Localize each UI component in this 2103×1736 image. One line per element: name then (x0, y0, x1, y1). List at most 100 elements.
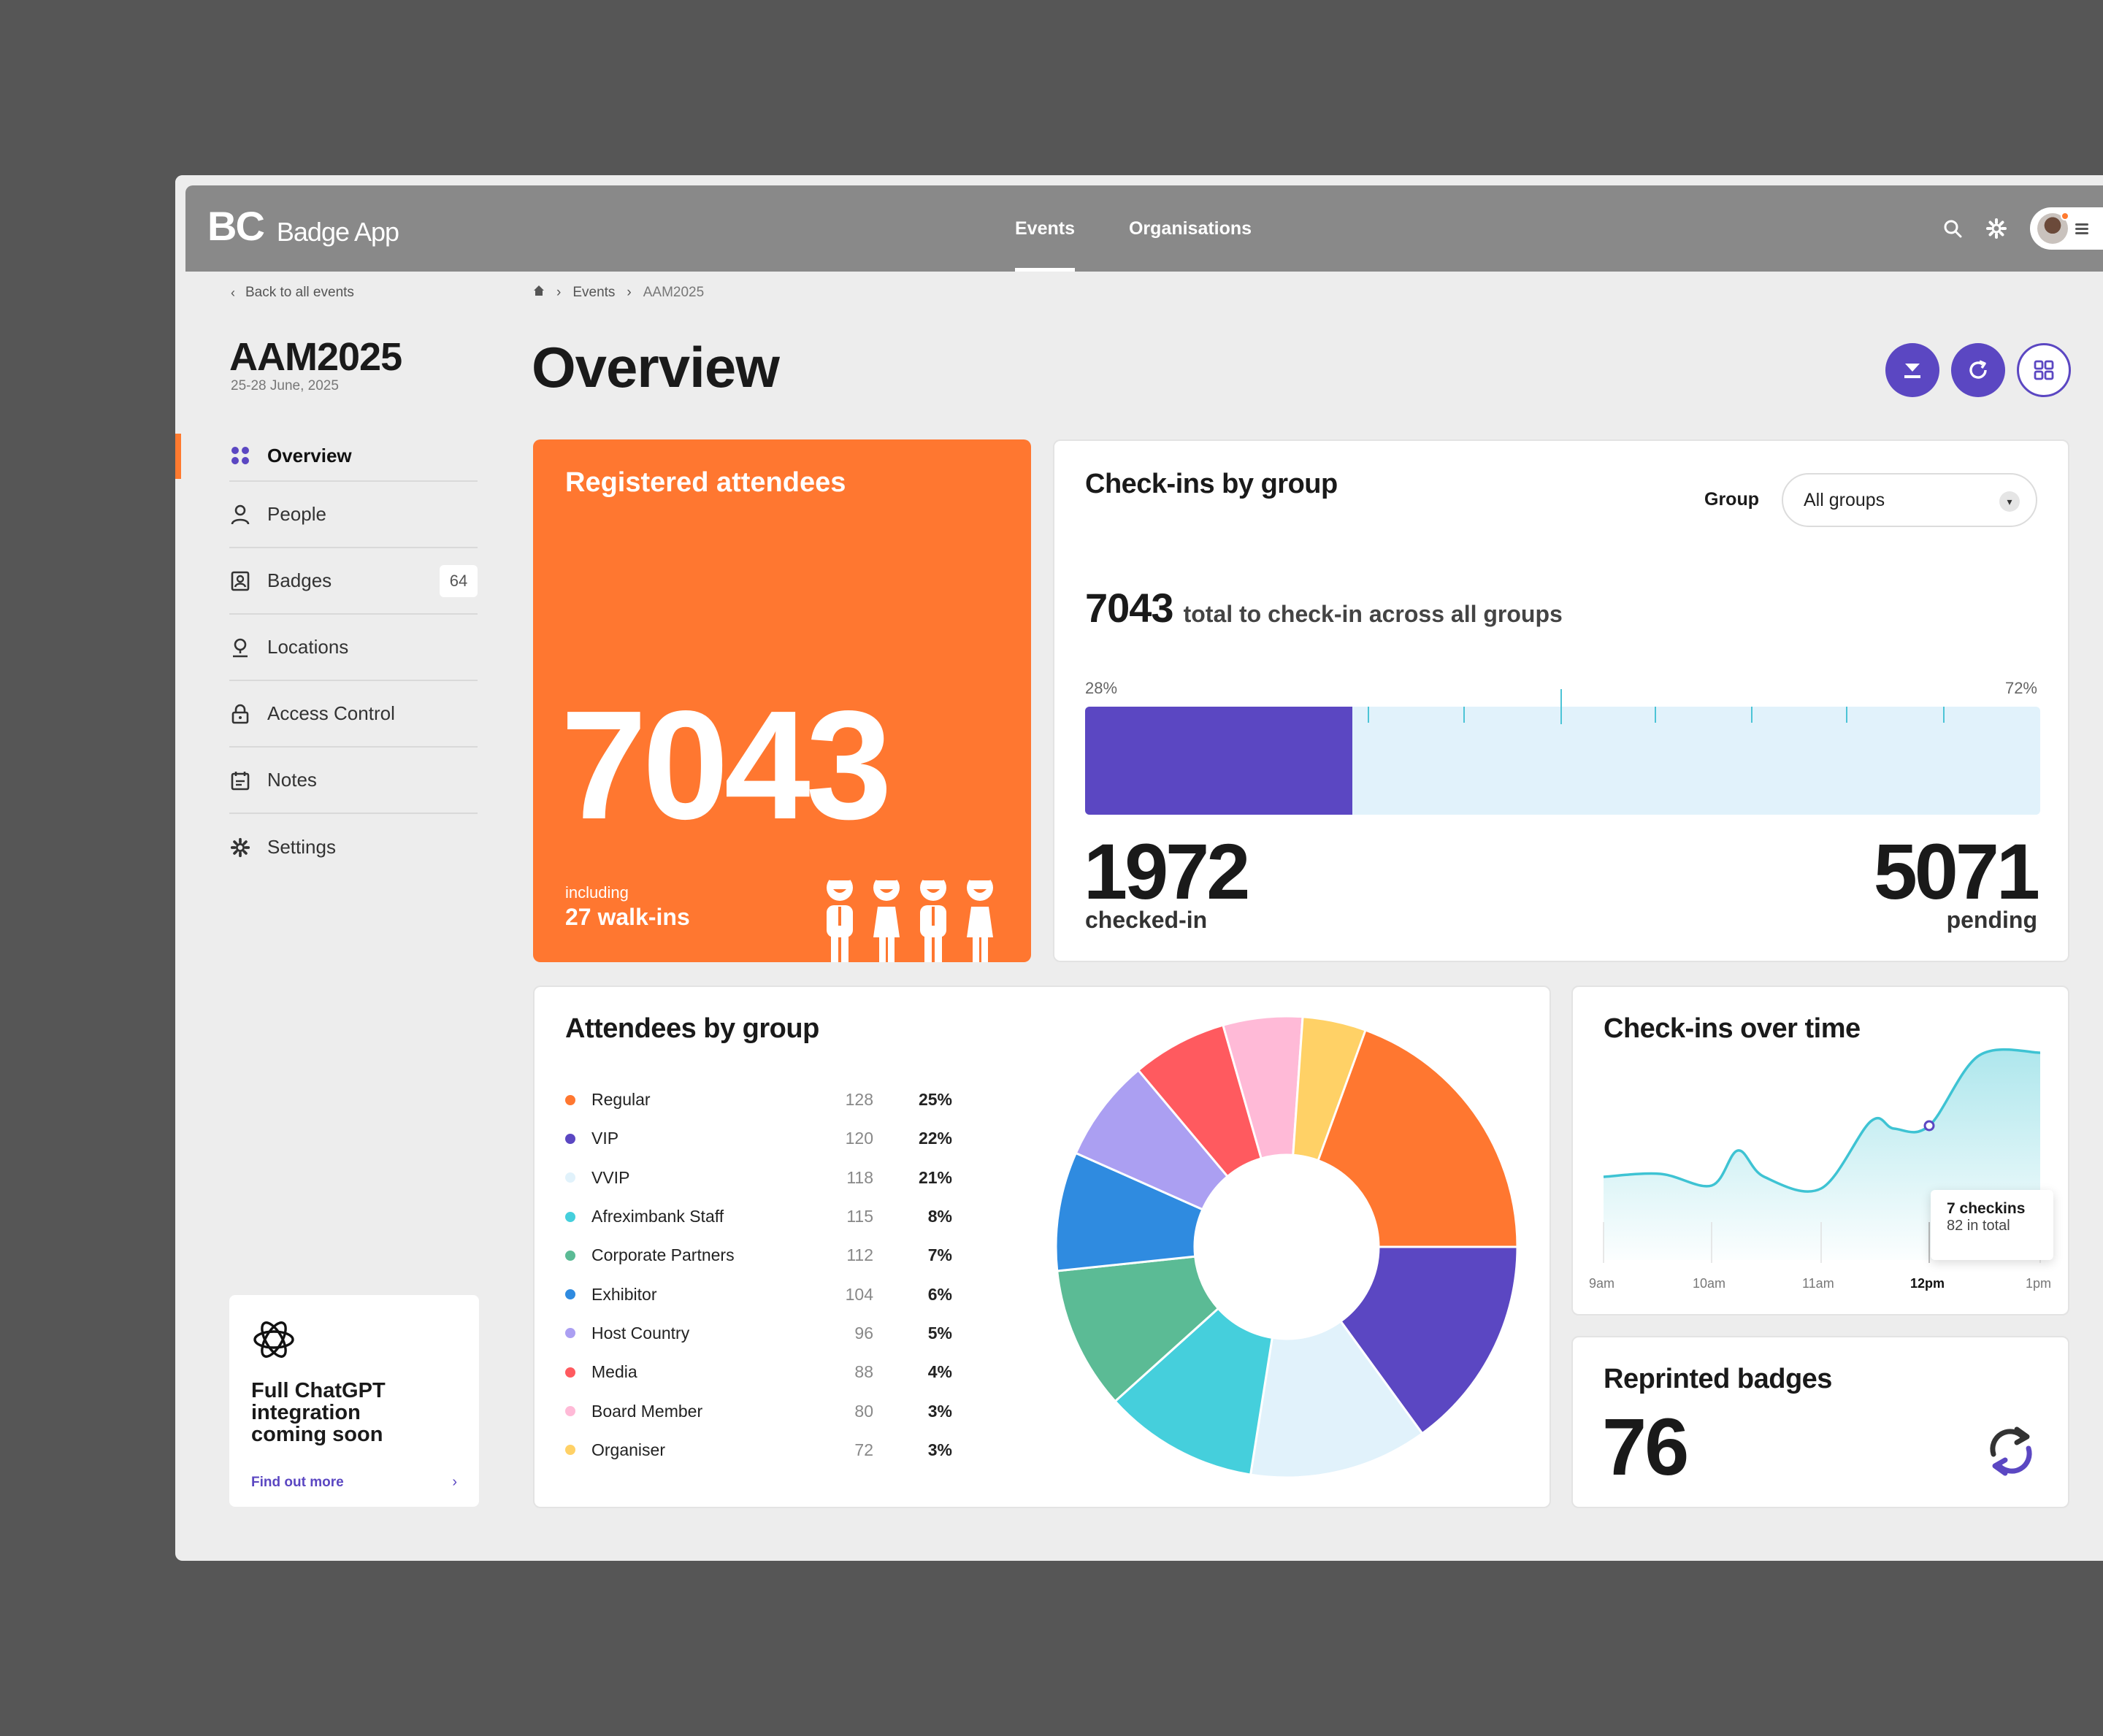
highlight-point[interactable] (1923, 1120, 1935, 1132)
legend-row: Regular 128 25% (565, 1080, 952, 1119)
app-logo[interactable]: BC Badge App (207, 206, 399, 247)
location-pin-icon (229, 637, 251, 658)
sidebar-item-access-control[interactable]: Access Control (229, 681, 478, 748)
group-select[interactable]: All groups ▾ (1782, 473, 2037, 527)
group-legend: Regular 128 25% VIP 120 22% VVIP 118 21% Afreximb… (565, 1080, 952, 1470)
legend-count: 88 (854, 1362, 873, 1382)
pending-count: 5071 (1873, 827, 2040, 915)
nav-organisations[interactable]: Organisations (1128, 218, 1252, 239)
legend-percent: 3% (927, 1440, 952, 1459)
legend-count: 96 (854, 1323, 873, 1343)
attendees-donut-chart (1054, 1015, 1519, 1479)
registered-count: 7043 (561, 678, 892, 851)
legend-name: Afreximbank Staff (591, 1207, 724, 1226)
grid-dots-icon (229, 445, 251, 466)
donut-slice-corporate-partners[interactable] (1056, 1255, 1220, 1403)
chevron-right-icon[interactable]: › (452, 1474, 457, 1490)
find-out-more-link[interactable]: Find out more (251, 1475, 344, 1490)
back-link[interactable]: ‹ Back to all events (231, 285, 354, 301)
download-button[interactable] (1885, 343, 1939, 397)
sidebar-item-label: Locations (267, 636, 349, 658)
refresh-button[interactable] (1951, 343, 2005, 397)
breadcrumb-events[interactable]: Events (572, 285, 616, 300)
legend-count: 118 (846, 1167, 873, 1187)
legend-row: VVIP 118 21% (565, 1159, 952, 1197)
people-group-icon (827, 875, 993, 962)
donut-slice-organiser[interactable] (1292, 1015, 1368, 1162)
sidebar-item-notes[interactable]: Notes (229, 748, 478, 814)
user-menu[interactable] (2030, 207, 2103, 250)
legend-row: VIP 120 22% (565, 1119, 952, 1158)
legend-name: Host Country (591, 1323, 690, 1343)
nav-events[interactable]: Events (1015, 185, 1075, 272)
page-title: Overview (532, 335, 780, 399)
sidebar-item-label: Access Control (267, 702, 395, 724)
legend-row: Board Member 80 3% (565, 1391, 952, 1430)
sidebar-item-label: Notes (267, 769, 317, 791)
avatar (2037, 212, 2069, 244)
legend-row: Afreximbank Staff 115 8% (565, 1197, 952, 1236)
card-title: Check-ins over time (1604, 1013, 1861, 1044)
progress-tick (1463, 707, 1465, 723)
breadcrumb-current: AAM2025 (643, 285, 705, 300)
legend-swatch (565, 1133, 575, 1144)
openai-logo-icon (251, 1317, 296, 1362)
tooltip-value: 7 checkins (1947, 1200, 2026, 1217)
progress-tick (1942, 707, 1945, 723)
sidebar-item-overview[interactable]: Overview (229, 431, 478, 482)
legend-name: Exhibitor (591, 1284, 657, 1304)
legend-name: VIP (591, 1129, 619, 1148)
walkins-count: 27 walk-ins (565, 904, 690, 930)
donut-slice-afreximbank-staff[interactable] (1114, 1307, 1274, 1476)
x-axis-label: 12pm (1910, 1276, 1945, 1291)
progress-tick (1654, 707, 1656, 723)
sidebar-item-label: Settings (267, 836, 336, 858)
legend-count: 115 (846, 1207, 873, 1226)
legend-swatch (565, 1211, 575, 1222)
reprinted-badges-card: Reprinted badges 76 (1571, 1336, 2069, 1508)
legend-count: 72 (854, 1440, 873, 1459)
legend-swatch (565, 1445, 575, 1456)
gear-icon[interactable] (1982, 214, 2011, 243)
group-label: Group (1704, 489, 1759, 510)
group-select-value: All groups (1804, 489, 1885, 510)
legend-percent: 3% (927, 1401, 952, 1421)
legend-swatch (565, 1094, 575, 1105)
sidebar-item-settings[interactable]: Settings (229, 814, 478, 880)
progress-tick (1368, 707, 1370, 723)
chatgpt-promo-card: Full ChatGPT integration coming soon Fin… (229, 1295, 479, 1507)
legend-percent: 8% (927, 1207, 952, 1226)
sidebar-item-people[interactable]: People (229, 482, 478, 548)
donut-slice-vip[interactable] (1338, 1245, 1519, 1435)
checkin-progress-fill (1085, 707, 1353, 815)
person-icon (229, 504, 251, 526)
checkins-over-time-card: Check-ins over time 7 checkins 82 in tot… (1571, 986, 2069, 1316)
pending-label: pending (1946, 907, 2037, 933)
app-window: BC Badge App Events Organisations ‹ Back… (175, 175, 2103, 1561)
grid-view-button[interactable] (2017, 343, 2071, 397)
sidebar-item-badges[interactable]: Badges 64 (229, 548, 478, 615)
page-actions (1874, 343, 2071, 397)
logo-name: Badge App (276, 217, 399, 247)
back-label: Back to all events (245, 285, 354, 300)
gear-icon (229, 837, 251, 859)
sidebar-item-label: People (267, 503, 326, 525)
search-icon[interactable] (1938, 214, 1967, 243)
legend-count: 80 (854, 1401, 873, 1421)
legend-swatch (565, 1328, 575, 1339)
event-date: 25-28 June, 2025 (231, 378, 339, 393)
donut-slice-vvip[interactable] (1249, 1319, 1424, 1479)
main-nav: Events Organisations (1015, 185, 1306, 272)
total-checkin-count: 7043 (1085, 585, 1174, 631)
legend-count: 104 (845, 1284, 873, 1304)
card-title: Attendees by group (565, 1013, 819, 1044)
legend-name: Corporate Partners (591, 1245, 735, 1265)
sidebar-item-locations[interactable]: Locations (229, 615, 478, 681)
menu-icon (2075, 221, 2088, 237)
reprint-icon (1990, 1426, 2032, 1476)
legend-row: Organiser 72 3% (565, 1431, 952, 1470)
badge-count: 64 (440, 564, 478, 597)
refresh-icon (1969, 360, 1987, 379)
home-icon[interactable] (533, 285, 545, 301)
registered-attendees-card: Registered attendees 7043 including 27 w… (533, 439, 1031, 962)
